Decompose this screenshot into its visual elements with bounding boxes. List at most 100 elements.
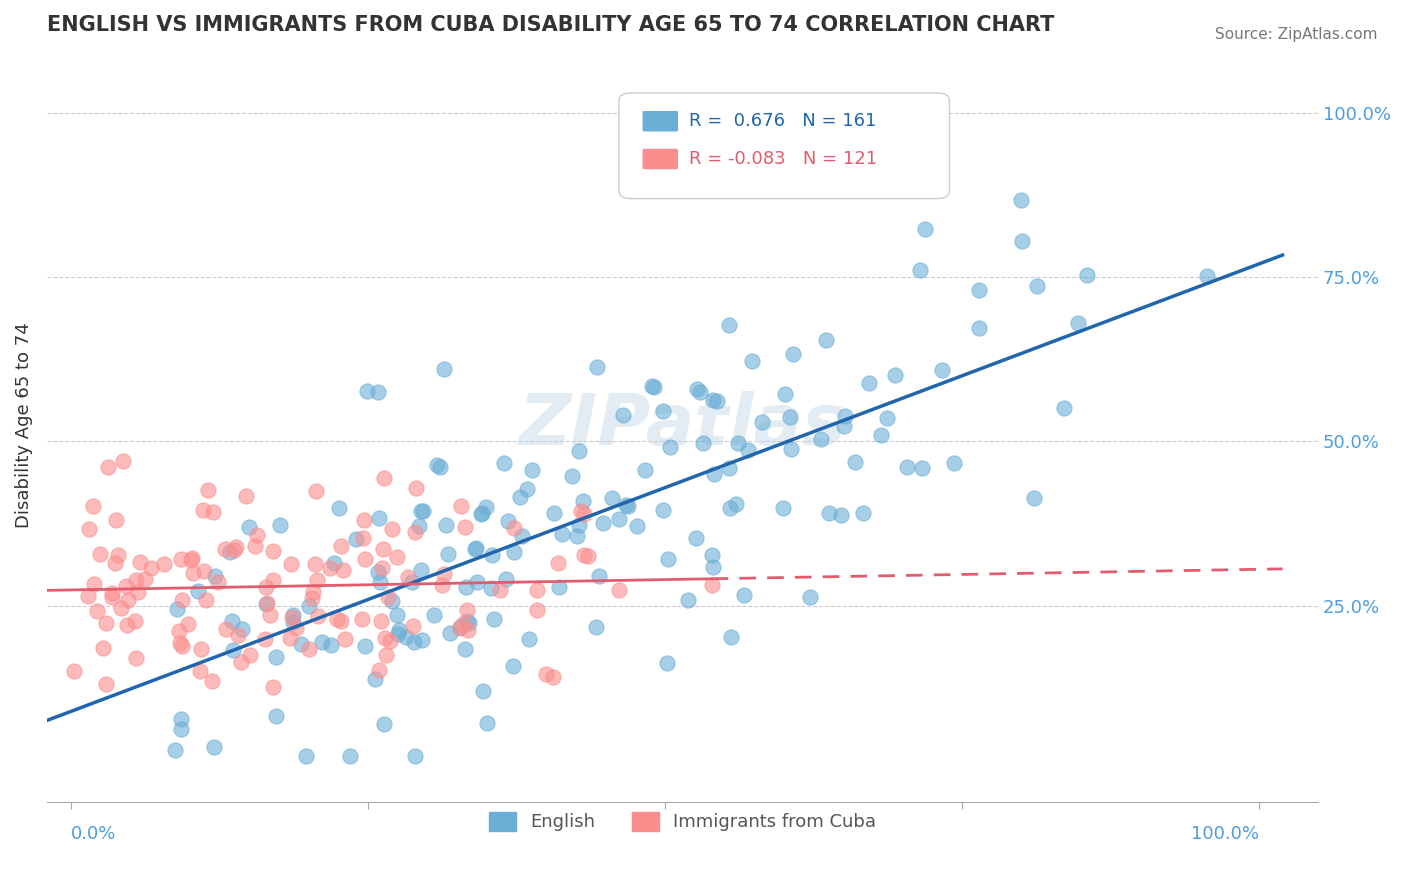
English	[727, 435, 749, 450]
English	[439, 625, 461, 640]
Immigrants from Cuba	[381, 522, 404, 536]
English	[651, 503, 673, 517]
English	[166, 602, 188, 616]
Immigrants from Cuba	[572, 508, 595, 522]
English	[404, 749, 426, 764]
English	[492, 456, 515, 470]
English	[586, 360, 609, 375]
English	[456, 614, 478, 628]
English	[322, 556, 344, 570]
English	[454, 580, 477, 594]
English	[458, 615, 481, 630]
Text: ENGLISH VS IMMIGRANTS FROM CUBA DISABILITY AGE 65 TO 74 CORRELATION CHART: ENGLISH VS IMMIGRANTS FROM CUBA DISABILI…	[46, 15, 1054, 35]
Immigrants from Cuba	[405, 481, 427, 495]
Immigrants from Cuba	[225, 540, 247, 554]
Immigrants from Cuba	[127, 585, 149, 599]
English	[401, 574, 423, 589]
English	[641, 378, 664, 392]
Immigrants from Cuba	[170, 639, 193, 653]
Immigrants from Cuba	[353, 552, 375, 566]
Immigrants from Cuba	[332, 563, 354, 577]
English	[943, 457, 966, 471]
Immigrants from Cuba	[125, 573, 148, 587]
Immigrants from Cuba	[326, 612, 349, 626]
Immigrants from Cuba	[193, 502, 215, 516]
Immigrants from Cuba	[368, 663, 391, 677]
Immigrants from Cuba	[94, 616, 117, 631]
English	[884, 368, 907, 382]
Immigrants from Cuba	[214, 542, 236, 557]
English	[616, 499, 638, 513]
English	[931, 363, 953, 377]
English	[402, 634, 425, 648]
English	[561, 469, 583, 483]
Immigrants from Cuba	[457, 623, 479, 637]
English	[388, 623, 411, 637]
English	[482, 611, 505, 625]
English	[264, 649, 287, 664]
English	[657, 552, 679, 566]
Immigrants from Cuba	[298, 642, 321, 657]
Legend: English, Immigrants from Cuba: English, Immigrants from Cuba	[482, 805, 883, 838]
Immigrants from Cuba	[700, 578, 723, 592]
English	[858, 376, 880, 390]
English	[1053, 401, 1076, 415]
Text: R = -0.083   N = 121: R = -0.083 N = 121	[689, 150, 877, 168]
English	[969, 283, 991, 297]
English	[311, 635, 333, 649]
English	[686, 382, 709, 396]
English	[367, 385, 389, 400]
Immigrants from Cuba	[104, 513, 127, 527]
English	[896, 460, 918, 475]
English	[1026, 279, 1049, 293]
English	[607, 512, 630, 526]
English	[470, 507, 492, 521]
Immigrants from Cuba	[83, 577, 105, 591]
English	[908, 263, 931, 277]
Text: 100.0%: 100.0%	[1191, 825, 1258, 844]
English	[751, 416, 773, 430]
Immigrants from Cuba	[352, 531, 374, 545]
English	[832, 418, 855, 433]
Immigrants from Cuba	[305, 573, 328, 587]
Immigrants from Cuba	[304, 557, 326, 571]
English	[356, 384, 378, 398]
English	[834, 409, 856, 424]
Immigrants from Cuba	[193, 565, 215, 579]
English	[471, 506, 494, 520]
Immigrants from Cuba	[576, 549, 599, 563]
Immigrants from Cuba	[180, 553, 202, 567]
English	[408, 518, 430, 533]
Immigrants from Cuba	[456, 603, 478, 617]
English	[344, 532, 367, 546]
English	[449, 620, 471, 634]
English	[264, 708, 287, 723]
English	[437, 547, 460, 561]
English	[725, 497, 748, 511]
English	[741, 354, 763, 368]
English	[436, 517, 458, 532]
Text: R =  0.676   N = 161: R = 0.676 N = 161	[689, 112, 876, 130]
English	[810, 433, 832, 447]
English	[780, 442, 803, 457]
English	[602, 491, 624, 505]
Immigrants from Cuba	[374, 631, 396, 645]
English	[852, 506, 875, 520]
English	[567, 528, 589, 542]
English	[373, 717, 395, 731]
Immigrants from Cuba	[256, 596, 278, 610]
Immigrants from Cuba	[112, 454, 135, 468]
English	[387, 626, 409, 640]
Immigrants from Cuba	[370, 614, 392, 628]
English	[202, 740, 225, 755]
Immigrants from Cuba	[190, 642, 212, 657]
English	[281, 608, 304, 623]
Immigrants from Cuba	[243, 539, 266, 553]
English	[1076, 268, 1098, 282]
Immigrants from Cuba	[318, 560, 340, 574]
English	[773, 386, 796, 401]
English	[876, 410, 898, 425]
Immigrants from Cuba	[430, 578, 453, 592]
English	[368, 574, 391, 589]
Immigrants from Cuba	[153, 558, 176, 572]
